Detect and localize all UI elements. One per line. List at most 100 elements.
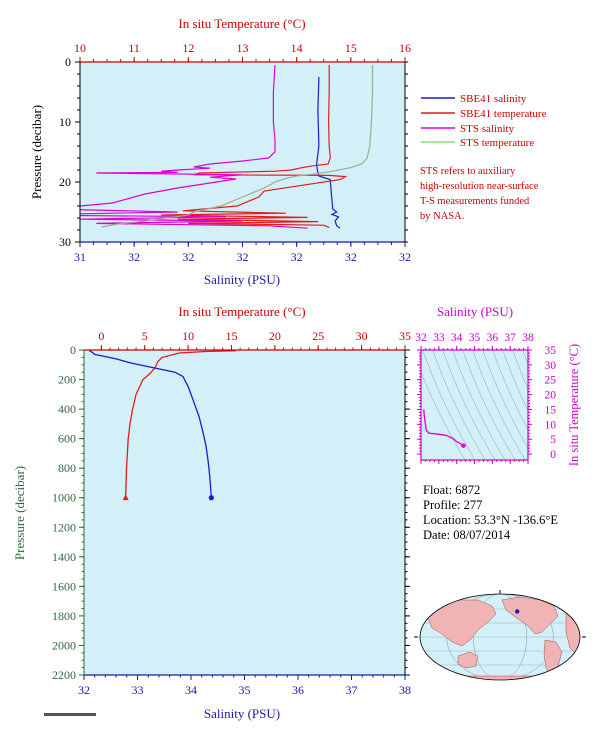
top-sal-axis-label: Salinity (PSU) [204,272,280,287]
bottom-temp-tick-label: 10 [182,329,194,343]
ts-sal-tick-label: 36 [487,332,499,344]
ts-frame [420,349,529,461]
top-pressure-axis-label: Pressure (decibar) [29,105,44,199]
sts-note-line-1: STS refers to auxiliary [420,166,516,177]
sts-note-line-2: high-resolution near-surface [420,181,539,192]
bottom-pressure-axis-label: Pressure (decibar) [12,466,27,560]
bottom-pressure-tick-label: 1400 [52,550,76,564]
ts-temp-tick-label: 15 [545,404,557,416]
float-position-marker [515,609,520,614]
bottom-series-line [89,350,212,498]
world-map [414,590,586,681]
ts-sal-tick-label: 33 [433,332,445,344]
bottom-plot-area [84,350,405,675]
bottom-sal-tick-label: 34 [185,683,197,697]
ts-sal-tick-label: 38 [522,332,534,344]
bottom-pressure-tick-label: 400 [58,402,76,416]
top-pressure-tick-label: 20 [59,175,71,189]
ts-sal-tick-label: 35 [469,332,481,344]
land-north-america [501,596,559,635]
bottom-left-stamp [44,713,96,716]
top-temp-tick-label: 13 [237,41,249,55]
legend-label-sts-salinity: STS salinity [460,123,515,135]
legend-label-sbe41-salinity: SBE41 salinity [460,93,527,105]
bottom-end-markers [122,494,214,501]
bottom-pressure-tick-label: 2200 [52,668,76,682]
ts-density-contour [422,350,476,460]
ts-sal-tick-label: 34 [451,332,463,344]
legend-label-sbe41-temperature: SBE41 temperature [460,108,547,120]
top-temp-tick-label: 11 [128,41,140,55]
land-antarctica [429,675,571,680]
bottom-temp-axis-label: In situ Temperature (°C) [178,304,305,319]
map-meridian [473,594,527,680]
profile-number: Profile: 277 [423,498,482,512]
ts-temp-tick-label: 10 [545,419,557,431]
ts-density-contour [472,350,526,460]
bottom-temp-tick-label: 25 [312,329,324,343]
top-series-line [80,64,308,229]
top-pressure-tick-label: 0 [65,55,71,69]
top-plot-area [80,62,405,242]
top-pressure-tick-label: 30 [59,235,71,249]
ts-temp-tick-label: 20 [545,390,557,402]
land-asia [427,599,497,647]
top-legend: SBE41 salinity SBE41 temperature STS sal… [421,93,547,149]
top-sal-tick-label: 32 [237,250,249,264]
ts-density-contour [482,350,528,449]
ts-density-contour [492,350,528,431]
bottom-temp-tick-label: 30 [356,329,368,343]
bottom-pressure-tick-label: 200 [58,373,76,387]
top-temp-tick-label: 14 [291,41,303,55]
top-temp-tick-label: 12 [182,41,194,55]
ts-density-contour [442,350,496,460]
ts-sal-axis-label: Salinity (PSU) [437,304,513,319]
bottom-temp-tick-label: 15 [225,329,237,343]
bottom-series-line [124,350,236,498]
bottom-temp-tick-label: 0 [98,329,104,343]
ts-density-contour [512,350,528,390]
ts-sal-tick-label: 32 [415,332,427,344]
ts-density-contour [522,350,528,366]
bottom-sal-tick-label: 32 [78,683,90,697]
ts-series-line [423,409,464,447]
ts-density-contour [531,345,591,470]
bottom-sal-tick-label: 33 [132,683,144,697]
float-number: Float: 6872 [423,483,480,497]
bottom-pressure-tick-label: 1000 [52,491,76,505]
bottom-sal-axis-label: Salinity (PSU) [204,706,280,721]
bottom-temp-tick-label: 5 [142,329,148,343]
ts-temp-axis-label: In situ Temperature (°C) [567,344,581,466]
top-sal-tick-label: 31 [74,250,86,264]
bottom-pressure-tick-label: 2000 [52,638,76,652]
top-sal-tick-label: 32 [182,250,194,264]
ts-density-contours [421,345,591,470]
ts-density-contour [452,350,506,460]
bottom-end-marker-triangle [122,494,129,501]
top-temp-axis-label: In situ Temperature (°C) [178,16,305,31]
float-location: Location: 53.3°N -136.6°E [423,513,558,527]
ts-temp-tick-label: 35 [545,345,557,357]
profile-date: Date: 08/07/2014 [423,528,511,542]
bottom-pressure-tick-label: 800 [58,461,76,475]
top-sal-tick-label: 32 [128,250,140,264]
ts-plot-area [421,350,528,460]
top-series [80,64,374,229]
top-series-line [315,76,341,229]
bottom-pressure-tick-label: 1600 [52,579,76,593]
ts-density-contour [502,350,528,411]
top-sal-tick-label: 32 [291,250,303,264]
bottom-ticks: 0 5 10 15 20 25 30 35 32 33 34 35 36 37 38 0 200 400 600 80… [52,329,411,697]
sts-note: STS refers to auxiliary high-resolution … [420,166,539,222]
bottom-sal-tick-label: 36 [292,683,304,697]
sts-note-line-4: by NASA. [420,211,464,222]
ts-temp-tick-label: 25 [545,375,557,387]
ts-density-contour [432,350,486,460]
ts-inset: 32 33 34 35 36 37 38 0 5 10 15 20 25 30 35 Salinity (P… [415,304,591,470]
ts-temp-tick-label: 0 [550,449,556,461]
top-sal-tick-label: 32 [399,250,411,264]
top-series-line [161,65,348,229]
